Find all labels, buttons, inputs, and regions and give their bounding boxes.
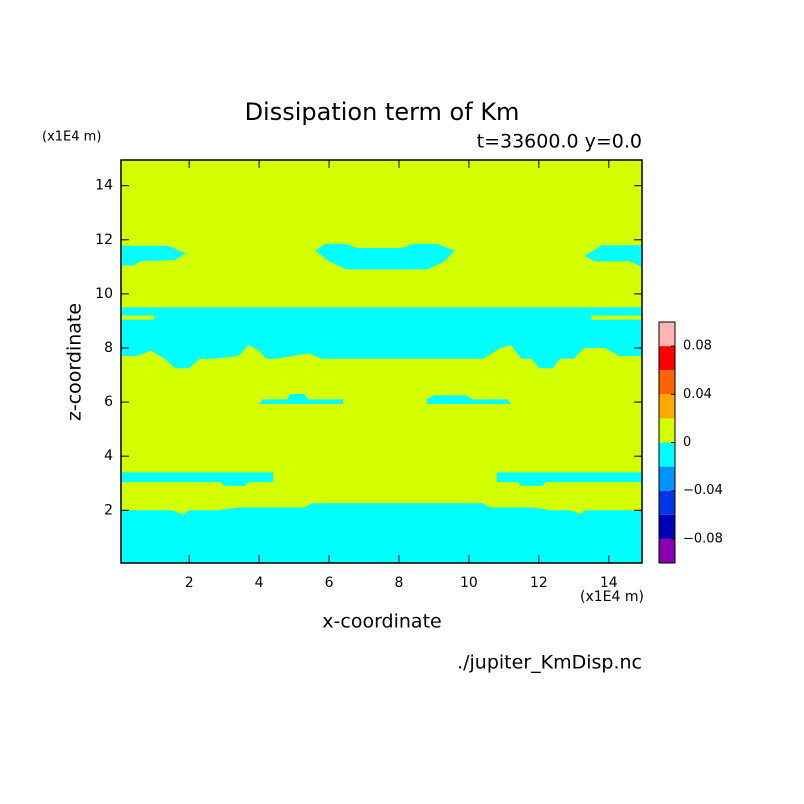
x-tick-label: 6 bbox=[325, 575, 334, 591]
colorbar-tick-label: −0.08 bbox=[683, 531, 723, 546]
colorbar-band bbox=[659, 490, 675, 515]
colorbar-band bbox=[659, 442, 675, 467]
contour-region bbox=[591, 315, 642, 320]
x-tick-label: 8 bbox=[395, 575, 404, 591]
contour-region bbox=[584, 245, 642, 267]
contour-region bbox=[259, 393, 344, 404]
source-file: ./jupiter_KmDisp.nc bbox=[457, 652, 642, 674]
colorbar-tick-label: 0 bbox=[683, 435, 691, 450]
contour-region bbox=[121, 503, 642, 563]
x-unit: (x1E4 m) bbox=[580, 589, 644, 605]
x-tick-label: 2 bbox=[185, 575, 194, 591]
contour-region bbox=[426, 395, 511, 404]
x-tick-label: 10 bbox=[460, 575, 478, 591]
contour-region bbox=[315, 243, 455, 270]
contour-region bbox=[121, 472, 274, 486]
y-tick-label: 2 bbox=[104, 502, 113, 518]
colorbar-band bbox=[659, 346, 675, 371]
contour-region bbox=[496, 472, 642, 486]
colorbar-band bbox=[659, 418, 675, 443]
y-tick-label: 12 bbox=[95, 232, 113, 248]
colorbar-band bbox=[659, 466, 675, 491]
contour-region bbox=[121, 245, 186, 266]
contour-region bbox=[121, 307, 642, 369]
subtitle: t=33600.0 y=0.0 bbox=[477, 131, 642, 153]
colorbar-tick-label: 0.08 bbox=[683, 339, 712, 354]
colorbar-band bbox=[659, 322, 675, 347]
x-axis-label: x-coordinate bbox=[322, 611, 441, 633]
colorbar-tick-label: 0.04 bbox=[683, 387, 712, 402]
x-tick-label: 4 bbox=[255, 575, 264, 591]
colorbar-band bbox=[659, 514, 675, 539]
chart-title: Dissipation term of Km bbox=[245, 98, 520, 126]
y-tick-label: 10 bbox=[95, 286, 113, 302]
y-unit: (x1E4 m) bbox=[42, 130, 101, 145]
colorbar-band bbox=[659, 538, 675, 563]
colorbar-tick-label: −0.04 bbox=[683, 483, 723, 498]
y-tick-label: 14 bbox=[95, 178, 113, 194]
x-tick-label: 14 bbox=[600, 575, 618, 591]
y-tick-label: 6 bbox=[104, 394, 113, 410]
plot-frame bbox=[120, 159, 643, 564]
x-tick-label: 12 bbox=[530, 575, 548, 591]
colorbar-band bbox=[659, 370, 675, 395]
colorbar-band bbox=[659, 394, 675, 419]
contour-fill bbox=[121, 160, 642, 563]
y-tick-label: 4 bbox=[104, 448, 113, 464]
y-axis-label: z-coordinate bbox=[64, 303, 86, 421]
contour-region bbox=[121, 315, 155, 320]
y-tick-label: 8 bbox=[104, 340, 113, 356]
